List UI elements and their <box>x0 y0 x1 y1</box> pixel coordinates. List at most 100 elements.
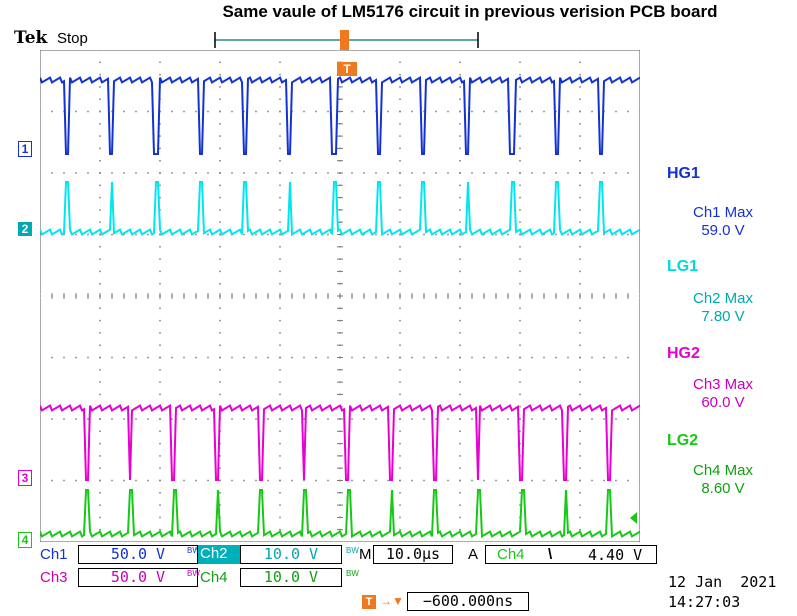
ch3-marker[interactable]: 3 <box>18 470 32 486</box>
grid-dot <box>219 504 221 506</box>
grid-dot <box>99 61 101 64</box>
ch4-setting-name[interactable]: Ch4 <box>200 569 228 586</box>
grid-dot <box>159 270 161 273</box>
ch2-setting-name[interactable]: Ch2 <box>198 545 240 564</box>
grid-dot <box>627 110 629 113</box>
grid-dot <box>519 123 521 125</box>
grid-dot <box>51 418 53 420</box>
grid-dot <box>591 110 593 113</box>
grid-dot <box>399 246 401 248</box>
ch3-setting-name[interactable]: Ch3 <box>40 569 68 586</box>
grid-dot <box>111 172 113 174</box>
grid-dot <box>567 356 569 359</box>
trigger-box[interactable] <box>485 545 657 564</box>
grid-dot <box>219 172 221 174</box>
ch3-scale[interactable]: 50.0 V <box>78 568 198 587</box>
grid-dot <box>555 479 557 482</box>
grid-dot <box>195 479 197 482</box>
grid-dot <box>519 369 521 371</box>
grid-dot <box>399 504 401 506</box>
grid-dot <box>159 282 161 285</box>
grid-dot <box>483 110 485 113</box>
grid-dot <box>40 418 41 420</box>
ch2-scale[interactable]: 10.0 V <box>240 545 342 564</box>
grid-dot <box>351 418 353 420</box>
grid-dot <box>40 110 41 113</box>
grid-dot <box>231 172 233 174</box>
date: 12 Jan 2021 <box>668 573 777 591</box>
grid-dot <box>543 356 545 359</box>
grid-dot <box>243 479 245 482</box>
grid-dot <box>399 221 401 223</box>
ch1-setting-name[interactable]: Ch1 <box>40 546 68 563</box>
grid-dot <box>507 418 509 420</box>
grid-dot <box>111 479 113 482</box>
grid-dot <box>279 147 281 150</box>
ch1-scale[interactable]: 50.0 V <box>78 545 198 564</box>
grid-dot <box>111 110 113 113</box>
grid-dot <box>459 369 461 371</box>
grid-dot <box>579 282 581 285</box>
graticule-grid <box>40 50 640 531</box>
grid-dot <box>279 528 281 531</box>
grid-dot <box>519 147 521 150</box>
grid-dot <box>219 258 221 260</box>
grid-dot <box>159 516 161 519</box>
grid-dot <box>579 442 581 445</box>
ch1-marker[interactable]: 1 <box>18 141 32 157</box>
grid-dot <box>99 492 101 494</box>
grid-dot <box>159 393 161 396</box>
grid-dot <box>399 98 401 100</box>
grid-dot <box>459 246 461 248</box>
grid-dot <box>279 98 281 100</box>
grid-dot <box>399 356 401 359</box>
grid-dot <box>279 381 281 383</box>
grid-dot <box>63 172 65 174</box>
grid-dot <box>40 233 41 236</box>
grid-dot <box>459 73 461 76</box>
grid-dot <box>543 110 545 113</box>
grid-dot <box>99 123 101 125</box>
grid-dot <box>579 172 581 174</box>
grid-dot <box>279 430 281 433</box>
grid-dot <box>75 233 77 236</box>
grid-dot <box>399 110 401 113</box>
grid-dot <box>495 479 497 482</box>
timebase-value[interactable]: 10.0µs <box>373 545 453 564</box>
horizontal-position[interactable]: −600.000ns <box>407 592 529 611</box>
grid-dot <box>327 233 329 236</box>
grid-dot <box>243 110 245 113</box>
grid-dot <box>135 110 137 113</box>
grid-dot <box>591 479 593 482</box>
grid-dot <box>543 479 545 482</box>
grid-dot <box>519 332 521 334</box>
grid-dot <box>279 123 281 125</box>
grid-dot <box>303 418 305 420</box>
grid-dot <box>171 418 173 420</box>
grid-dot <box>399 418 401 420</box>
grid-dot <box>303 479 305 482</box>
grid-dot <box>579 73 581 76</box>
ch2-marker[interactable]: 2 <box>18 222 32 236</box>
grid-dot <box>147 110 149 113</box>
grid-dot <box>195 418 197 420</box>
grid-dot <box>207 356 209 359</box>
grid-dot <box>507 172 509 174</box>
grid-dot <box>531 356 533 359</box>
grid-dot <box>159 246 161 248</box>
ch4-marker[interactable]: 4 <box>18 532 32 548</box>
grid-dot <box>315 479 317 482</box>
grid-dot <box>183 356 185 359</box>
grid-dot <box>459 147 461 150</box>
grid-dot <box>459 110 461 113</box>
grid-dot <box>459 332 461 334</box>
waveform-display[interactable] <box>40 50 640 542</box>
grid-dot <box>99 159 101 162</box>
ch4-scale[interactable]: 10.0 V <box>240 568 342 587</box>
grid-dot <box>615 418 617 420</box>
grid-dot <box>219 221 221 223</box>
ch2-bw: BW <box>346 546 359 555</box>
grid-dot <box>363 172 365 174</box>
grid-dot <box>447 172 449 174</box>
grid-dot <box>387 479 389 482</box>
